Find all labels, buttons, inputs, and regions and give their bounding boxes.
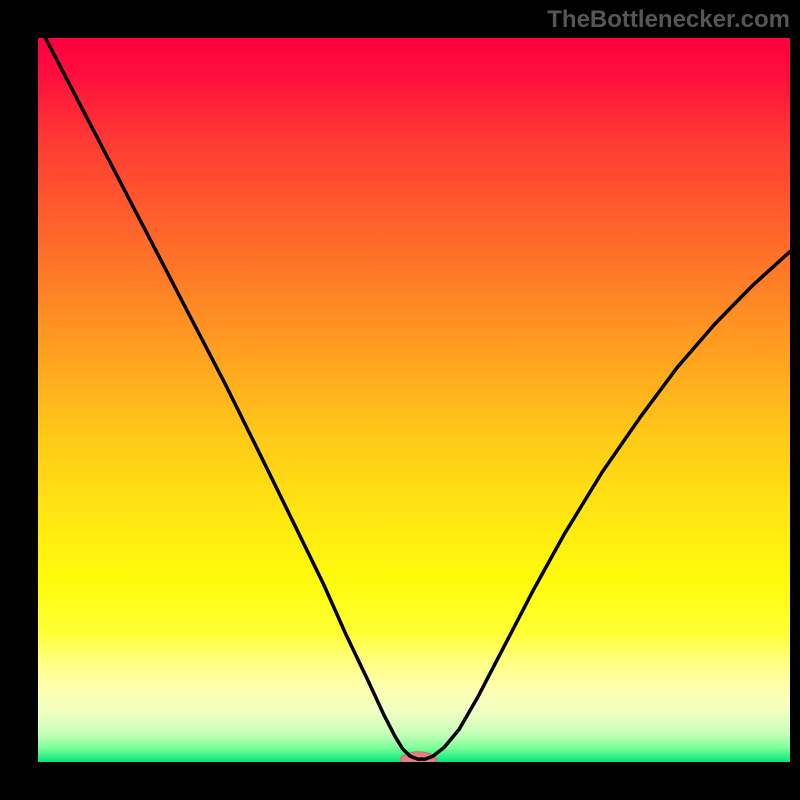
- gradient-background: [38, 38, 790, 762]
- watermark-text: TheBottlenecker.com: [547, 6, 790, 34]
- plot-area: [38, 38, 790, 762]
- plot-svg: [38, 38, 790, 762]
- chart-container: TheBottlenecker.com: [0, 0, 800, 800]
